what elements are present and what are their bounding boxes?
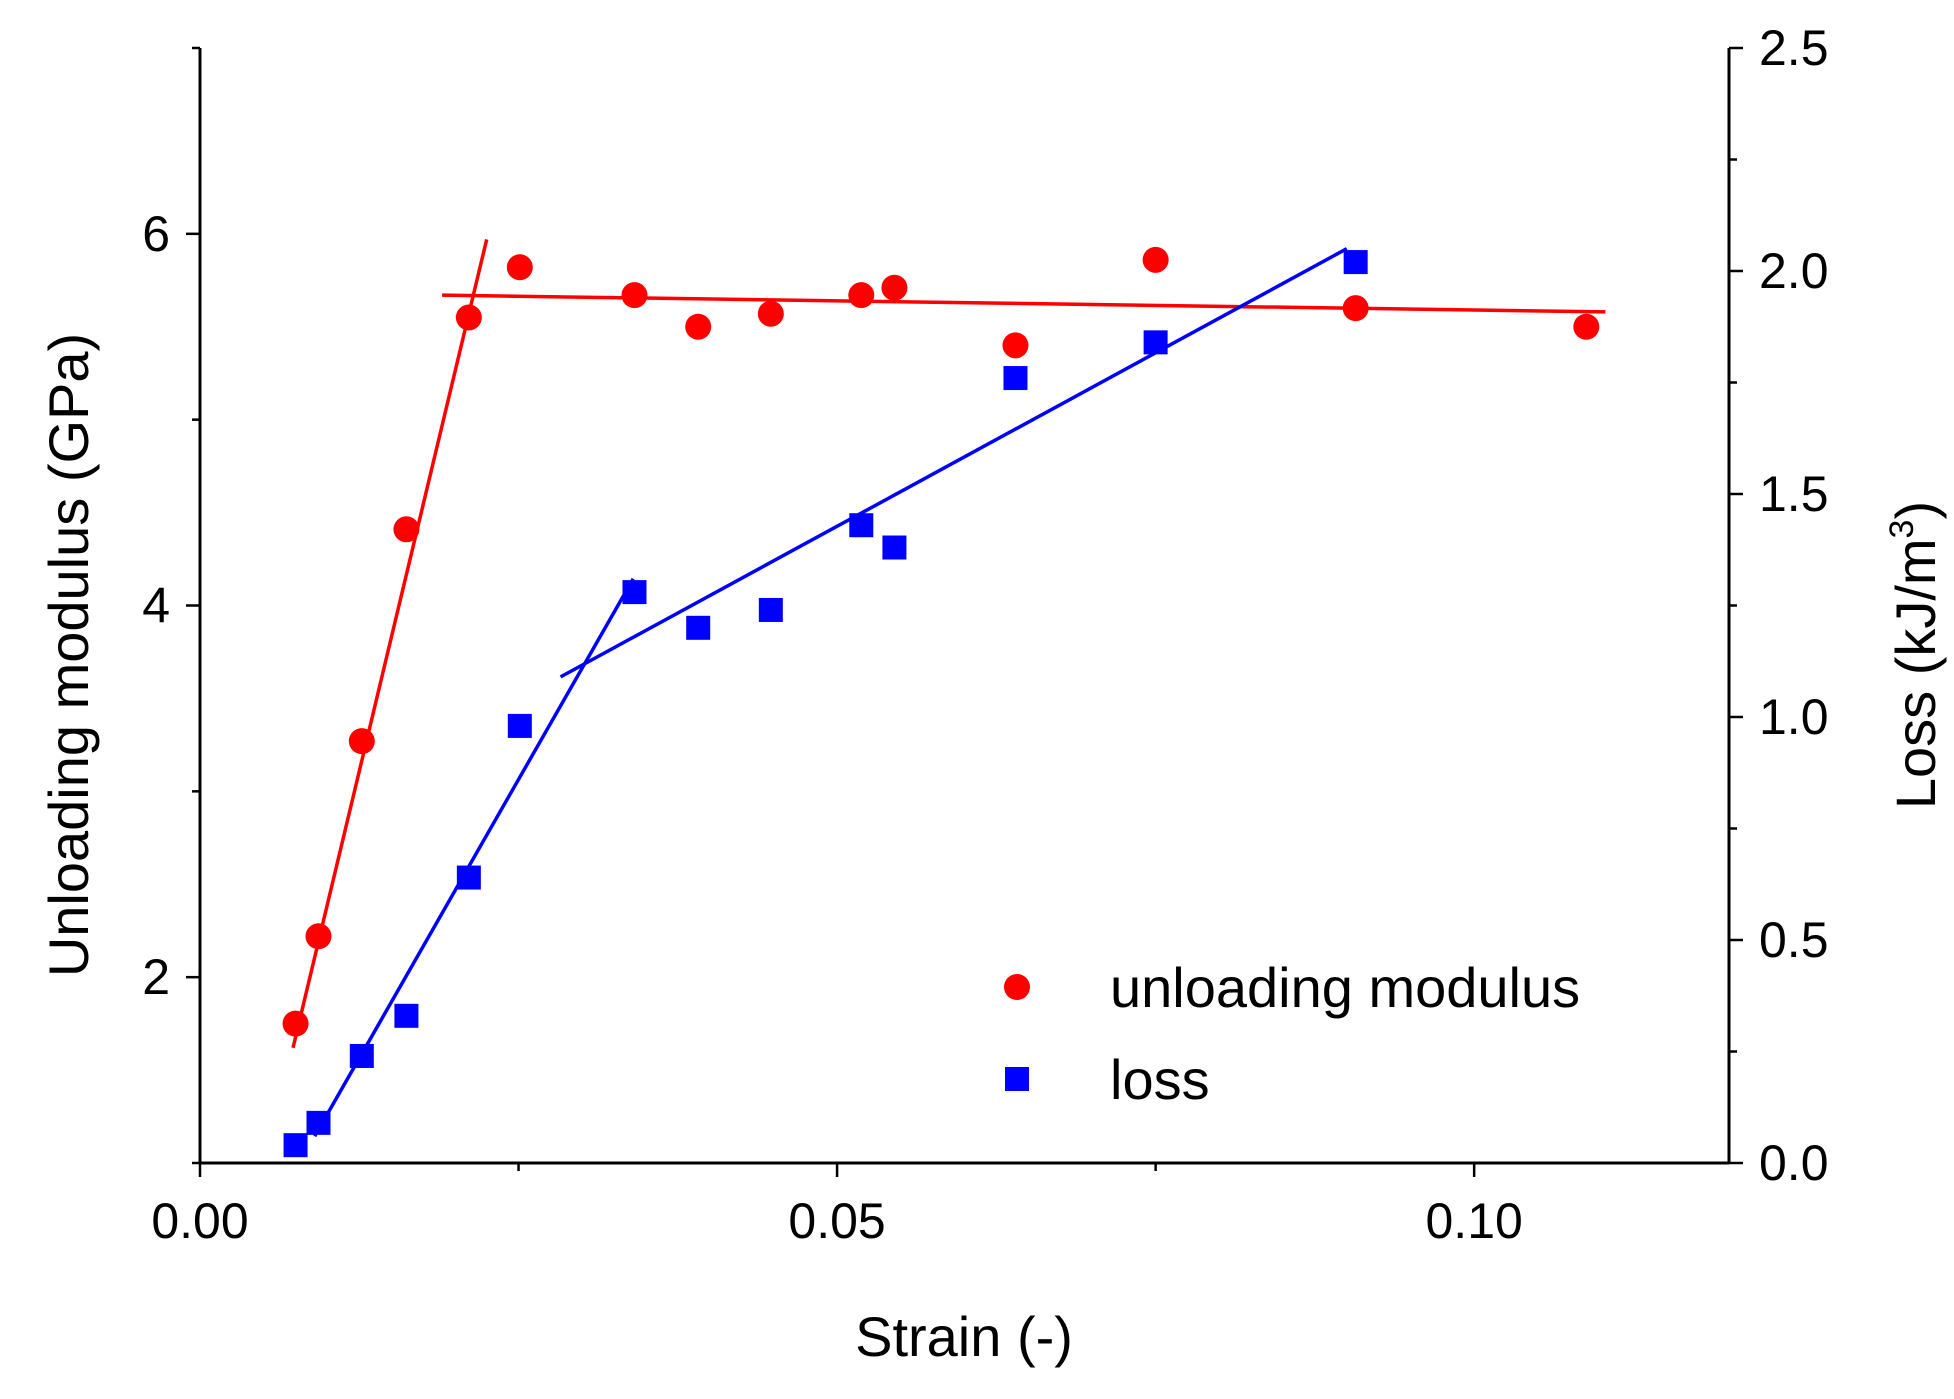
modulus-point (685, 313, 712, 340)
left-y-tick-label: 6 (142, 206, 170, 262)
loss-point (1143, 330, 1168, 355)
legend-square-marker (1005, 1067, 1029, 1091)
modulus-point (881, 274, 908, 301)
right-y-axis-ticks: 0.0 0.5 1.0 1.5 2.0 2.5 (1729, 20, 1829, 1191)
loss-point (283, 1133, 308, 1158)
loss-point (758, 597, 783, 622)
modulus-fit-line (291, 239, 489, 1049)
right-y-tick-label: 1.0 (1759, 689, 1829, 745)
modulus-point (348, 728, 375, 755)
modulus-point (1342, 295, 1369, 322)
legend-label: loss (1110, 1048, 1210, 1111)
loss-point (456, 865, 481, 890)
modulus-point (506, 254, 533, 281)
right-y-axis-title-superscript: 3 (1883, 520, 1921, 539)
x-tick-label: 0.10 (1426, 1193, 1523, 1249)
right-y-axis-title-main: Loss (kJ/m (1884, 538, 1947, 809)
loss-point (686, 615, 711, 640)
x-axis-title: Strain (-) (855, 1305, 1073, 1368)
loss-point (394, 1003, 419, 1028)
modulus-fit-line (442, 293, 1606, 314)
right-y-axis-title-close: ) (1884, 501, 1947, 520)
right-y-tick-label: 0.0 (1759, 1135, 1829, 1191)
left-y-tick-label: 2 (142, 949, 170, 1005)
right-y-axis-title: Loss (kJ/m3) (1883, 501, 1947, 809)
loss-point (849, 513, 874, 538)
data-markers (282, 246, 1600, 1158)
left-y-tick-label: 4 (142, 578, 170, 634)
modulus-point (1142, 246, 1169, 273)
loss-point (349, 1043, 374, 1068)
loss-point (306, 1110, 331, 1135)
right-y-tick-label: 1.5 (1759, 466, 1829, 522)
modulus-point (455, 304, 482, 331)
right-y-tick-label: 2.0 (1759, 243, 1829, 299)
right-y-tick-label: 0.5 (1759, 912, 1829, 968)
modulus-point (282, 1010, 309, 1037)
right-y-tick-label: 2.5 (1759, 20, 1829, 76)
loss-fit-line (559, 247, 1348, 679)
modulus-point (393, 516, 420, 543)
loss-fit-line (313, 577, 635, 1138)
loss-point (507, 713, 532, 738)
modulus-point (848, 282, 875, 309)
x-tick-label: 0.00 (151, 1193, 248, 1249)
left-y-axis-title: Unloading modulus (GPa) (37, 333, 100, 977)
x-tick-label: 0.05 (788, 1193, 885, 1249)
loss-point (622, 580, 647, 605)
modulus-point (1573, 313, 1600, 340)
legend-circle-marker (1004, 974, 1030, 1000)
legend-label: unloading modulus (1110, 956, 1580, 1019)
loss-point (1003, 366, 1028, 391)
legend: unloading modulus loss (1004, 956, 1580, 1111)
left-y-axis-ticks: 2 4 6 (142, 46, 200, 1165)
loss-point (1343, 250, 1368, 275)
modulus-point (305, 923, 332, 950)
loss-point (882, 535, 907, 560)
modulus-point (621, 282, 648, 309)
modulus-point (757, 300, 784, 327)
modulus-point (1002, 332, 1029, 359)
x-axis-ticks: 0.00 0.05 0.10 (151, 1163, 1523, 1249)
